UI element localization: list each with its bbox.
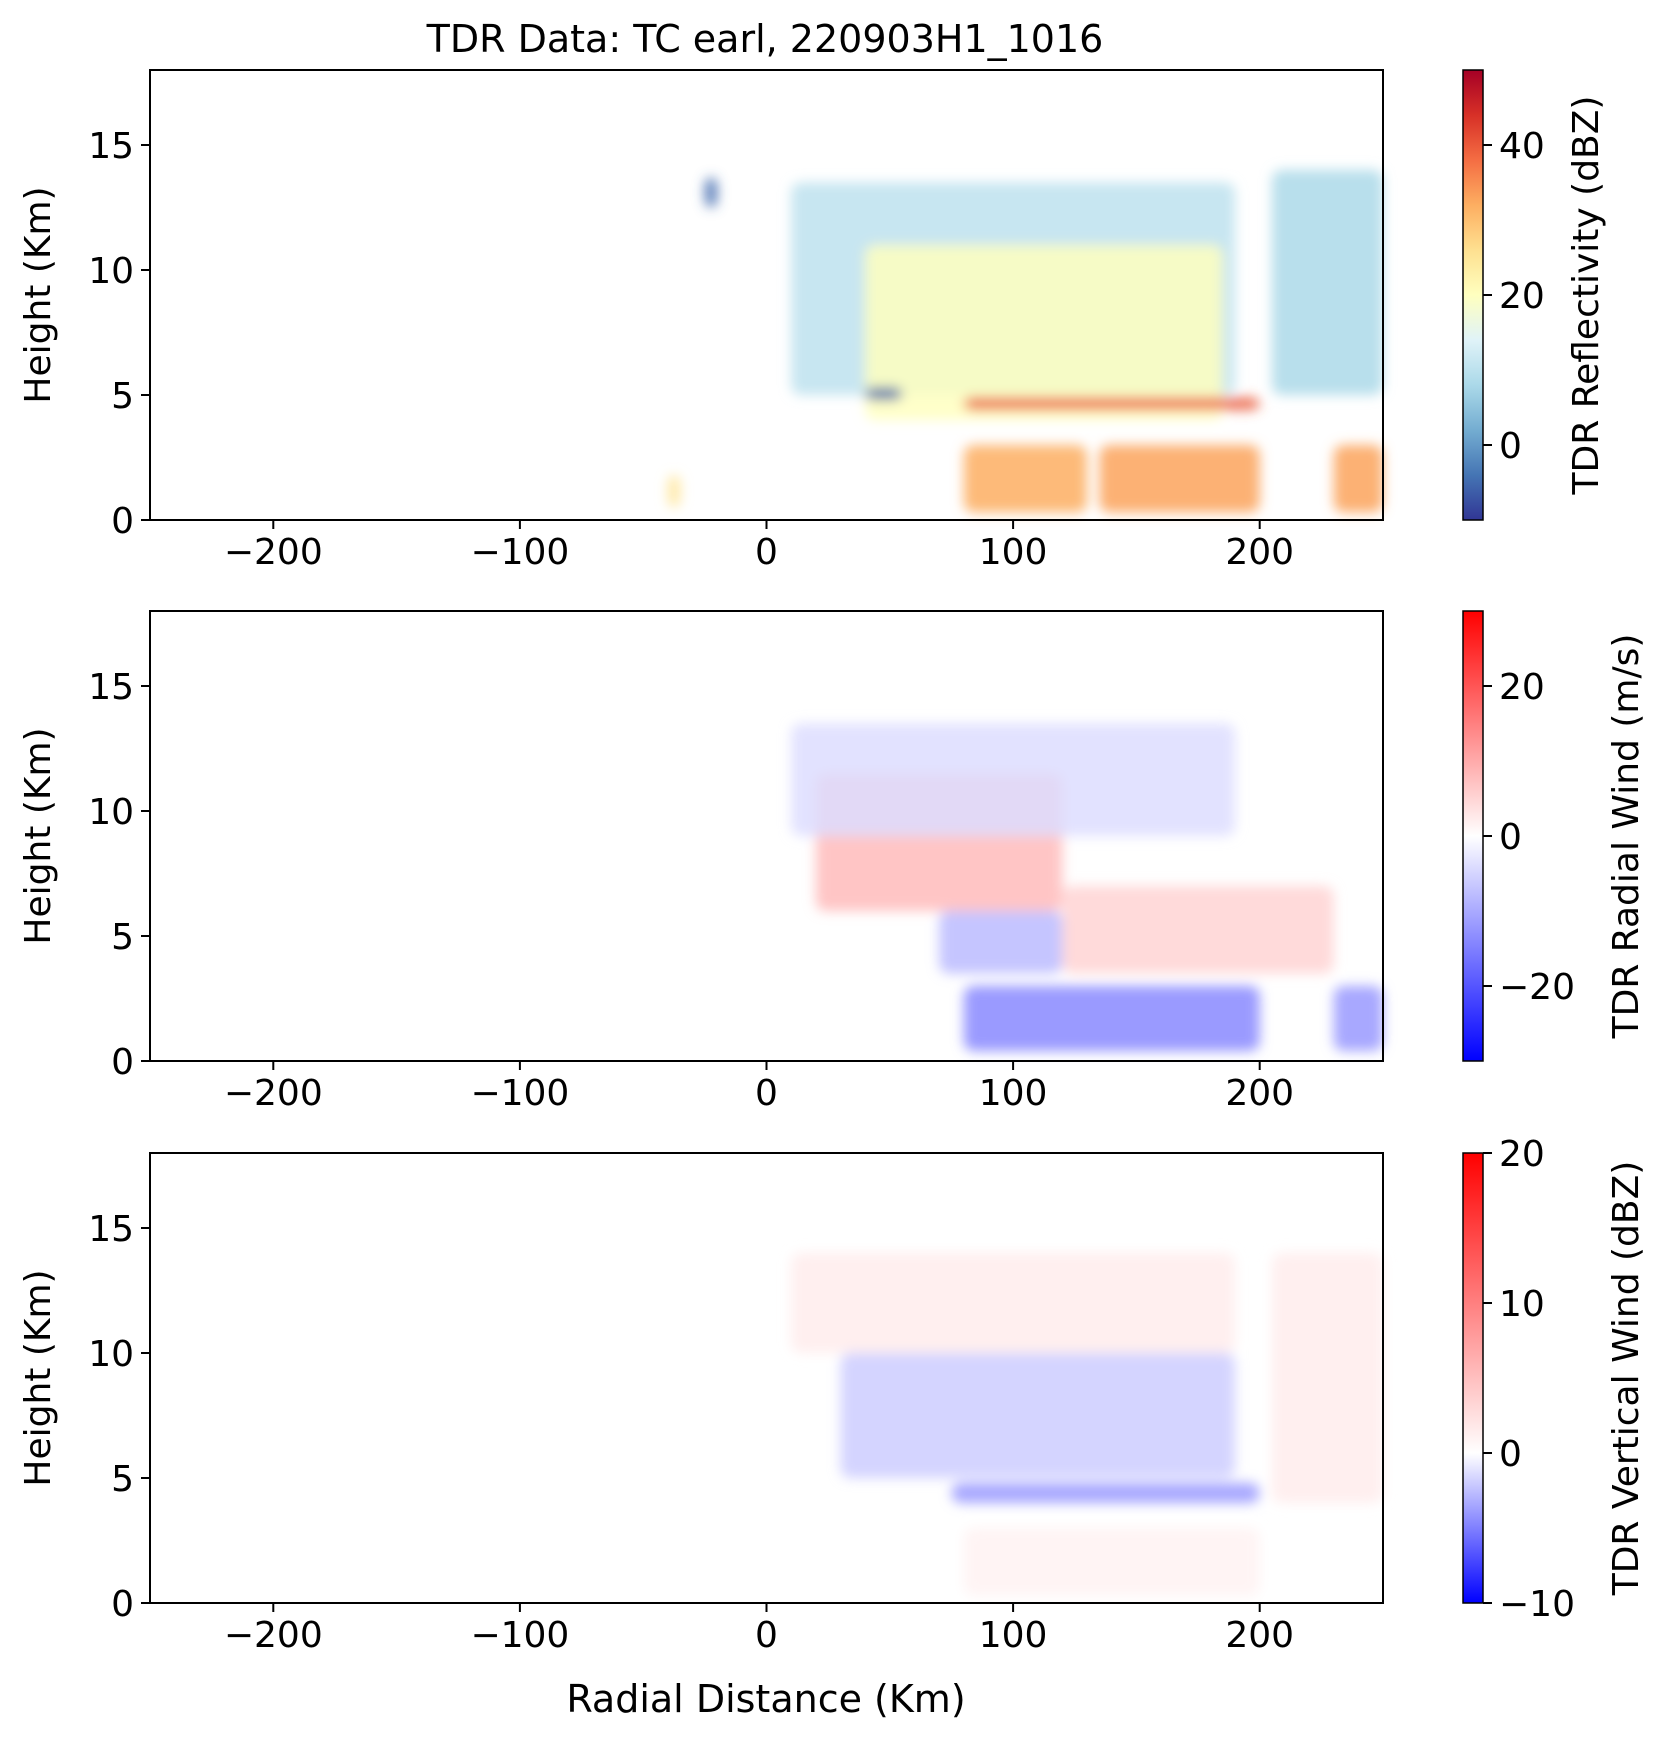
heatmap-cell-reflectivity-6: [1272, 170, 1383, 395]
heatmap-cell-radial-wind-1: [791, 724, 1235, 837]
y-tick-label: 5: [111, 376, 134, 417]
x-tick-label: −200: [224, 1073, 323, 1114]
x-tick-label: 0: [755, 1615, 778, 1656]
heatmap-vertical-wind: [791, 1253, 1383, 1596]
colorbar-label-vertical-wind: TDR Vertical Wind (dBZ): [1606, 1161, 1647, 1597]
x-tick-label: 200: [1225, 1615, 1294, 1656]
colorbar-tick-label: 0: [1499, 1434, 1522, 1475]
x-tick-label: 0: [755, 1073, 778, 1114]
heatmap-cell-reflectivity-2: [964, 445, 1087, 513]
x-tick-label: −100: [470, 532, 569, 573]
x-axis-label: Radial Distance (Km): [566, 1677, 965, 1721]
colorbar-ticks-radial-wind: −20 0 20: [1483, 667, 1575, 1008]
x-tick-label: 100: [979, 1073, 1048, 1114]
colorbar-tick-label: −20: [1499, 967, 1575, 1008]
y-tick-label: 10: [88, 251, 134, 292]
chart-title: TDR Data: TC earl, 220903H1_1016: [426, 17, 1104, 61]
colorbar-reflectivity: [1463, 70, 1483, 520]
heatmap-cell-radial-wind-5: [939, 911, 1062, 974]
y-tick-label: 5: [111, 917, 134, 958]
y-tick-label: 10: [88, 792, 134, 833]
y-tick-label: 0: [111, 1042, 134, 1083]
heatmap-reflectivity: [668, 170, 1383, 513]
heatmap-cell-reflectivity-5: [964, 398, 1260, 411]
y-axis-label-reflectivity: Height (Km): [18, 186, 59, 403]
heatmap-cell-radial-wind-2: [964, 986, 1260, 1051]
colorbar-tick-label: 20: [1499, 276, 1545, 317]
colorbar-tick-label: 0: [1499, 817, 1522, 858]
x-axis-vertical-wind: −200 −100 0 100 200: [224, 1603, 1294, 1656]
colorbar-tick-label: 0: [1499, 426, 1522, 467]
heatmap-cell-vertical-wind-1: [840, 1353, 1235, 1478]
x-axis-radial-wind: −200 −100 0 100 200: [224, 1061, 1294, 1114]
plot-area-radial-wind: [150, 611, 1383, 1061]
x-tick-label: 200: [1225, 1073, 1294, 1114]
x-tick-label: 200: [1225, 532, 1294, 573]
colorbar-ticks-vertical-wind: −10 0 10 20: [1483, 1134, 1575, 1625]
x-tick-label: 100: [979, 532, 1048, 573]
heatmap-cell-reflectivity-3: [1099, 445, 1259, 513]
colorbar-tick-label: 20: [1499, 1134, 1545, 1175]
heatmap-cell-vertical-wind-2: [951, 1483, 1259, 1503]
plot-area-vertical-wind: [150, 1153, 1383, 1603]
x-axis-reflectivity: −200 −100 0 100 200: [224, 520, 1294, 573]
x-tick-label: −100: [470, 1073, 569, 1114]
heatmap-cell-reflectivity-1: [865, 245, 1223, 420]
colorbar-ticks-reflectivity: 0 20 40: [1483, 126, 1545, 467]
colorbar-tick-label: −10: [1499, 1584, 1575, 1625]
heatmap-cell-vertical-wind-0: [791, 1253, 1235, 1353]
y-tick-label: 15: [88, 667, 134, 708]
y-tick-label: 5: [111, 1459, 134, 1500]
plot-area-reflectivity: [150, 70, 1383, 520]
heatmap-cell-reflectivity-8: [865, 388, 902, 401]
heatmap-cell-vertical-wind-3: [964, 1528, 1260, 1596]
x-tick-label: 100: [979, 1615, 1048, 1656]
y-tick-label: 15: [88, 126, 134, 167]
heatmap-cell-reflectivity-9: [668, 475, 680, 508]
x-tick-label: −200: [224, 532, 323, 573]
y-tick-label: 0: [111, 501, 134, 542]
heatmap-cell-reflectivity-7: [705, 178, 717, 208]
colorbar-tick-label: 40: [1499, 126, 1545, 167]
y-tick-label: 10: [88, 1334, 134, 1375]
x-tick-label: −200: [224, 1615, 323, 1656]
heatmap-cell-radial-wind-3: [1334, 986, 1383, 1051]
y-axis-vertical-wind: 0 5 10 15: [88, 1209, 150, 1625]
colorbar-vertical-wind: [1463, 1153, 1483, 1603]
heatmap-cell-vertical-wind-4: [1272, 1253, 1383, 1503]
heatmap-cell-reflectivity-4: [1334, 445, 1383, 513]
colorbar-tick-label: 10: [1499, 1284, 1545, 1325]
colorbar-label-radial-wind: TDR Radial Wind (m/s): [1606, 634, 1647, 1040]
y-tick-label: 15: [88, 1209, 134, 1250]
x-tick-label: −100: [470, 1615, 569, 1656]
y-axis-reflectivity: 0 5 10 15: [88, 126, 150, 542]
colorbar-label-reflectivity: TDR Reflectivity (dBZ): [1566, 96, 1607, 496]
heatmap-cell-radial-wind-4: [1062, 886, 1333, 974]
x-tick-label: 0: [755, 532, 778, 573]
heatmap-radial-wind: [791, 724, 1383, 1052]
y-axis-radial-wind: 0 5 10 15: [88, 667, 150, 1083]
panel-reflectivity: −200 −100 0 100 200 0 5 10 15 Height (Km) 0 20 40…: [18, 70, 1607, 573]
y-tick-label: 0: [111, 1584, 134, 1625]
y-axis-label-vertical-wind: Height (Km): [18, 1269, 59, 1486]
colorbar-radial-wind: [1463, 611, 1483, 1061]
colorbar-tick-label: 20: [1499, 667, 1545, 708]
y-axis-label-radial-wind: Height (Km): [18, 727, 59, 944]
